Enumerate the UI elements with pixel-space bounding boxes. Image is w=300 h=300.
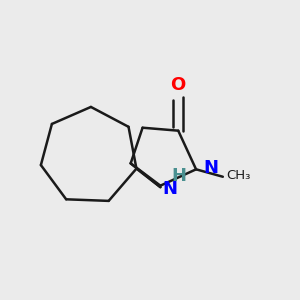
Text: N: N <box>162 180 177 198</box>
Text: CH₃: CH₃ <box>226 169 250 182</box>
Text: H: H <box>172 167 187 185</box>
Text: O: O <box>171 76 186 94</box>
Text: N: N <box>203 159 218 177</box>
